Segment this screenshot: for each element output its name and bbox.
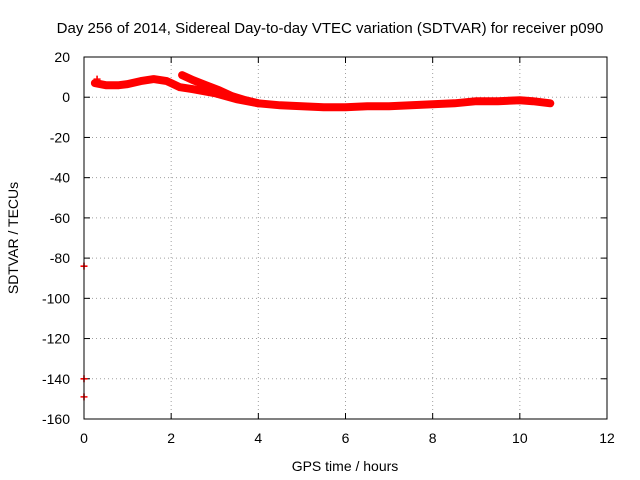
data-point [429, 100, 437, 108]
data-point [202, 81, 210, 89]
x-tick-label: 6 [342, 430, 350, 446]
data-point [342, 103, 349, 111]
data-point [254, 99, 262, 107]
y-tick-label: -20 [50, 129, 70, 145]
data-point [228, 92, 236, 100]
x-tick-label: 0 [80, 430, 88, 446]
x-tick-label: 12 [599, 430, 615, 446]
data-point [494, 97, 502, 105]
y-tick-label: 20 [54, 49, 70, 65]
y-tick-label: -100 [42, 290, 70, 306]
y-tick-label: 0 [62, 89, 70, 105]
x-tick-label: 10 [512, 430, 528, 446]
data-point [91, 79, 99, 87]
data-point [115, 81, 123, 89]
data-point [546, 99, 554, 107]
y-axis-label: SDTVAR / TECUs [5, 182, 21, 294]
data-point [450, 99, 458, 107]
x-axis-label: GPS time / hours [292, 458, 399, 474]
data-point [167, 79, 175, 87]
data-point [385, 102, 393, 110]
data-point [215, 86, 223, 94]
y-tick-label: -160 [42, 411, 70, 427]
data-point [241, 96, 249, 104]
data-point [320, 103, 328, 111]
data-point [163, 77, 171, 85]
x-tick-label: 2 [167, 430, 175, 446]
data-point [529, 97, 537, 105]
data-point [298, 102, 306, 110]
data-point [189, 76, 197, 84]
data-point [176, 83, 184, 91]
x-tick-label: 4 [254, 430, 262, 446]
data-point [102, 81, 110, 89]
data-point [137, 77, 145, 85]
plot-frame [83, 56, 608, 420]
data-point [276, 101, 284, 109]
data-point [472, 97, 480, 105]
data-point [516, 96, 524, 104]
grid-lines [84, 57, 607, 419]
series-upper-branch [178, 71, 263, 108]
data-point [178, 71, 186, 79]
y-tick-label: -120 [42, 331, 70, 347]
data-points [80, 71, 555, 401]
y-tick-label: -40 [50, 170, 70, 186]
data-point [407, 101, 415, 109]
y-tick-label: -80 [50, 250, 70, 266]
data-point [363, 102, 371, 110]
y-tick-label: -60 [50, 210, 70, 226]
data-point [150, 75, 158, 83]
chart-title: Day 256 of 2014, Sidereal Day-to-day VTE… [57, 20, 604, 37]
data-point [189, 85, 197, 93]
data-point [93, 75, 101, 83]
y-tick-label: -140 [42, 371, 70, 387]
x-tick-label: 8 [429, 430, 437, 446]
data-point [124, 80, 132, 88]
